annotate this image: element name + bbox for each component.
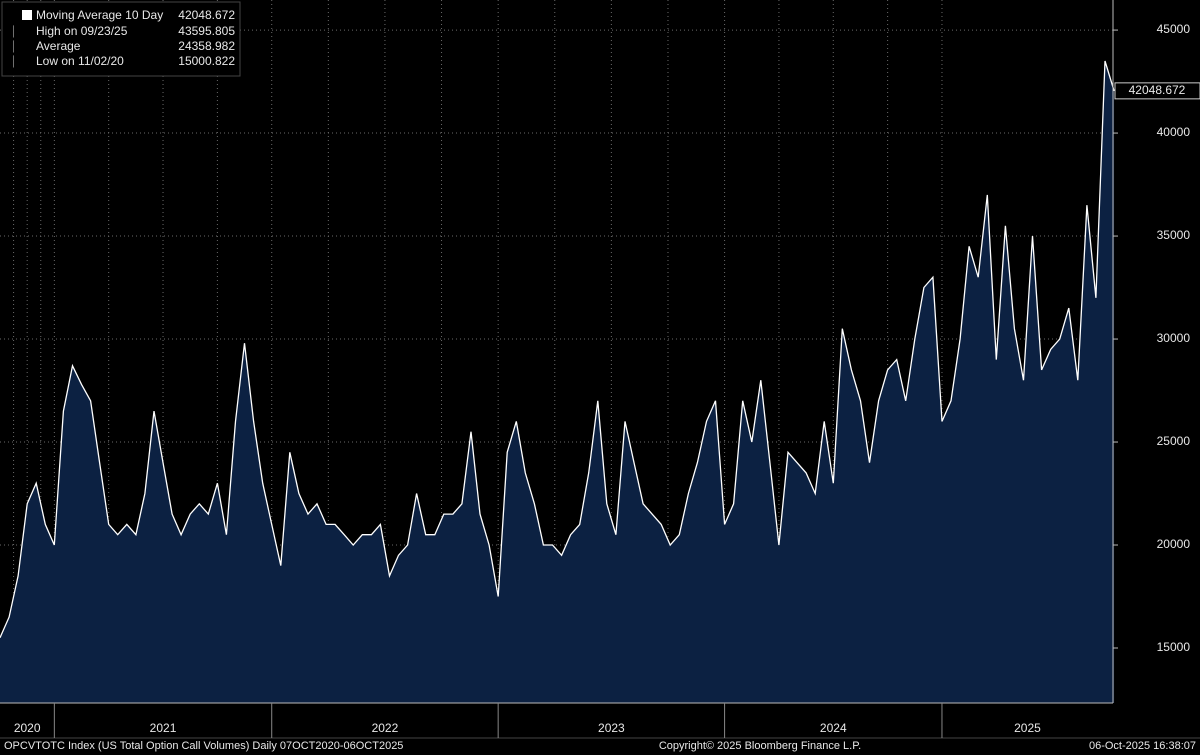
last-value-box (1114, 82, 1200, 100)
y-tick-label: 15000 (1157, 640, 1191, 654)
y-tick-label: 35000 (1157, 228, 1191, 242)
y-tick-label: 40000 (1157, 125, 1191, 139)
legend: Moving Average 10 Day 42048.672 │ High on… (1, 1, 241, 77)
stat-icon: │ (11, 25, 17, 39)
legend-swatch (22, 10, 32, 20)
stat-icon: │ (11, 55, 17, 69)
footer-left: OPCVTOTC Index (US Total Option Call Vol… (4, 740, 403, 752)
legend-entry: Moving Average 10 Day (36, 8, 163, 22)
x-tick-label: 2020 (14, 721, 41, 735)
x-tick-label: 2022 (372, 721, 399, 735)
x-tick-label: 2024 (820, 721, 847, 735)
stat-label: Average (36, 39, 81, 53)
x-tick-label: 2023 (598, 721, 625, 735)
stat-value: 24358.982 (178, 39, 235, 53)
plot-area (0, 0, 1115, 703)
stat-icon: │ (11, 40, 17, 54)
legend-value: 42048.672 (178, 8, 235, 22)
stat-label: Low on 11/02/20 (36, 54, 124, 68)
y-tick-label: 20000 (1157, 537, 1191, 551)
stat-value: 43595.805 (178, 24, 235, 38)
area (0, 61, 1115, 703)
last-value-label: 42048.672 (1129, 83, 1186, 97)
line (0, 60, 1115, 638)
legend-box (1, 1, 241, 77)
stat-value: 15000.822 (178, 54, 235, 68)
footer-right: 06-Oct-2025 16:38:07 (1089, 740, 1196, 752)
y-tick-label: 25000 (1157, 434, 1191, 448)
footer-center: Copyright© 2025 Bloomberg Finance L.P. (659, 740, 861, 752)
x-tick-label: 2025 (1014, 721, 1041, 735)
y-tick-label: 45000 (1157, 22, 1191, 36)
x-tick-label: 2021 (150, 721, 177, 735)
stat-label: High on 09/23/25 (36, 24, 128, 38)
y-tick-label: 30000 (1157, 331, 1191, 345)
